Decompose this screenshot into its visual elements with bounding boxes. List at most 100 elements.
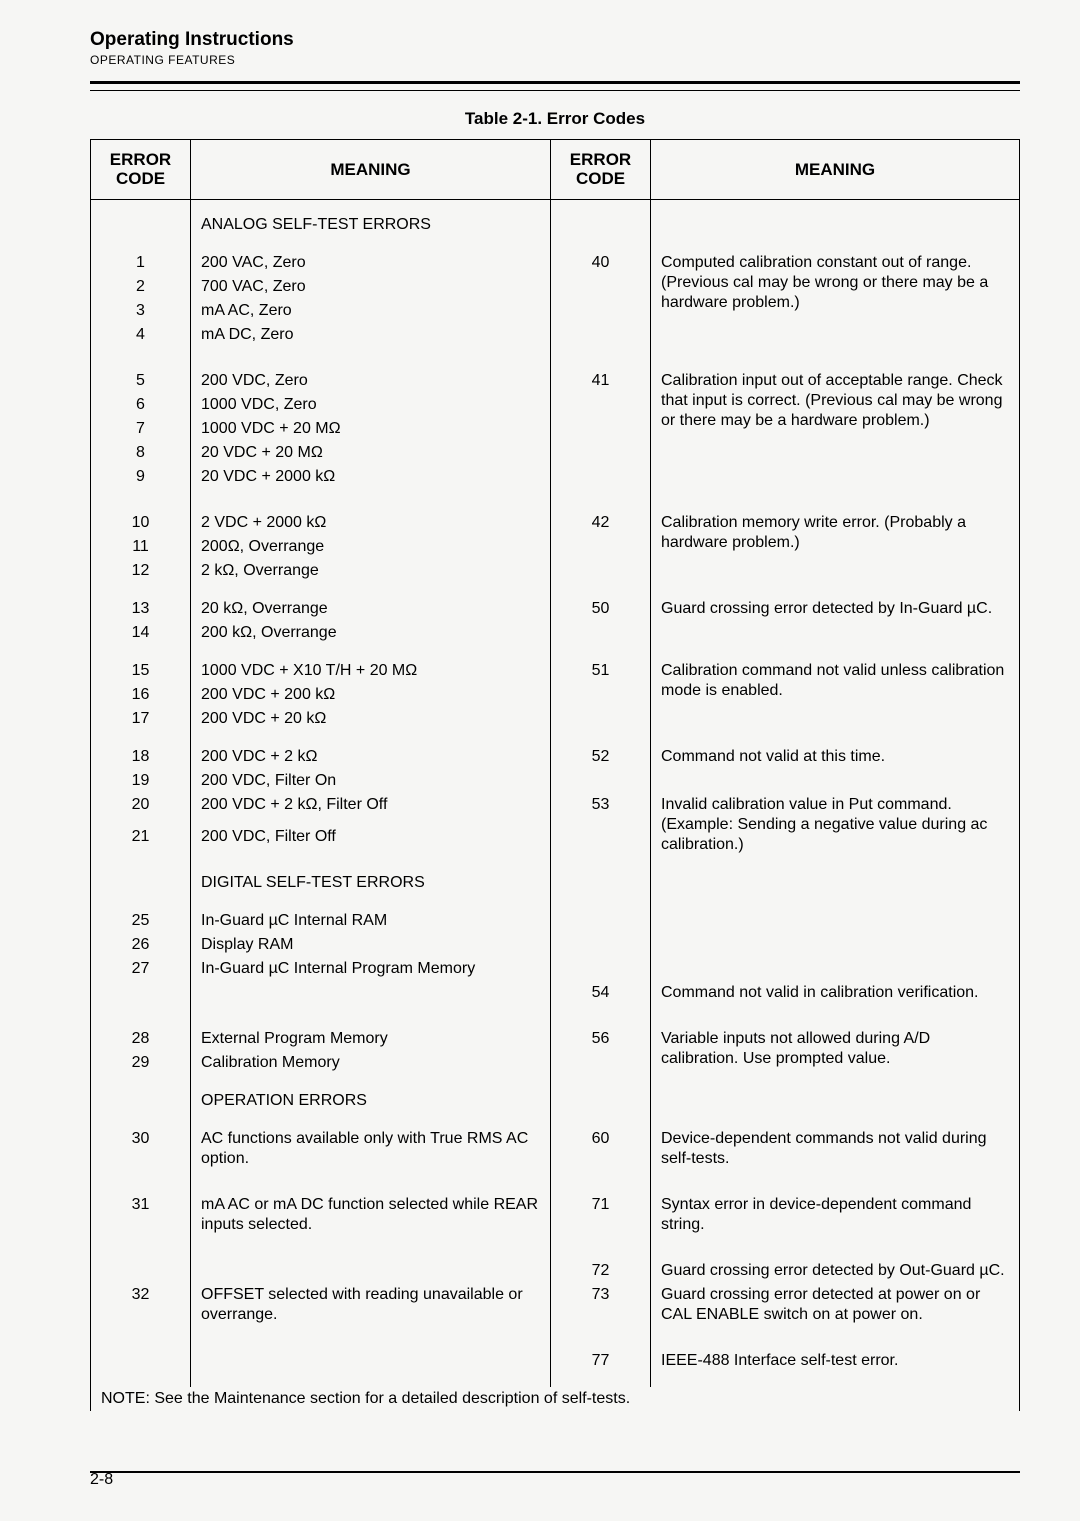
meaning-cell: Display RAM bbox=[191, 933, 551, 957]
code-cell: 25 bbox=[91, 909, 191, 933]
section-operation: OPERATION ERRORS bbox=[91, 1089, 1020, 1113]
code-cell: 40 bbox=[551, 251, 651, 347]
table-row: 10 2 VDC + 2000 kΩ 42 Calibration memory… bbox=[91, 511, 1020, 535]
page-number: 2-8 bbox=[90, 1471, 113, 1489]
code-cell: 10 bbox=[91, 511, 191, 535]
page: Operating Instructions OPERATING FEATURE… bbox=[0, 0, 1080, 1521]
meaning-cell: 200 VDC, Zero bbox=[191, 369, 551, 393]
section-analog: ANALOG SELF-TEST ERRORS bbox=[91, 213, 1020, 237]
code-cell: 9 bbox=[91, 465, 191, 489]
table-row: 72 Guard crossing error detected by Out-… bbox=[91, 1259, 1020, 1283]
meaning-cell: 200 VDC, Filter Off bbox=[191, 825, 551, 857]
section-header: ANALOG SELF-TEST ERRORS bbox=[191, 213, 551, 237]
th-text: ERROR CODE bbox=[110, 150, 171, 189]
table-row: 32 OFFSET selected with reading unavaila… bbox=[91, 1283, 1020, 1327]
code-cell: 8 bbox=[91, 441, 191, 465]
code-cell: 4 bbox=[91, 323, 191, 347]
error-codes-table: ERROR CODE MEANING ERROR CODE MEANING AN… bbox=[90, 139, 1020, 1412]
meaning-cell: mA DC, Zero bbox=[191, 323, 551, 347]
table-header-row: ERROR CODE MEANING ERROR CODE MEANING bbox=[91, 139, 1020, 199]
meaning-cell: Syntax error in device-dependent command… bbox=[651, 1193, 1020, 1237]
meaning-cell: 200 VDC + 20 kΩ bbox=[191, 707, 551, 731]
code-cell: 19 bbox=[91, 769, 191, 793]
meaning-cell: mA AC, Zero bbox=[191, 299, 551, 323]
meaning-cell: Calibration input out of acceptable rang… bbox=[651, 369, 1020, 489]
meaning-cell: 200 VDC + 2 kΩ, Filter Off bbox=[191, 793, 551, 825]
col-error-code-1: ERROR CODE bbox=[91, 139, 191, 199]
code-cell: 12 bbox=[91, 559, 191, 583]
code-cell: 13 bbox=[91, 597, 191, 621]
meaning-cell: 200 VDC + 200 kΩ bbox=[191, 683, 551, 707]
rule-top-1 bbox=[90, 81, 1020, 84]
code-cell: 54 bbox=[551, 981, 651, 1005]
meaning-cell: 200Ω, Overrange bbox=[191, 535, 551, 559]
code-cell: 18 bbox=[91, 745, 191, 769]
meaning-cell: Calibration Memory bbox=[191, 1051, 551, 1075]
code-cell: 52 bbox=[551, 745, 651, 793]
code-cell: 77 bbox=[551, 1349, 651, 1373]
meaning-cell: Guard crossing error detected by Out-Gua… bbox=[651, 1259, 1020, 1283]
table-row: 30 AC functions available only with True… bbox=[91, 1127, 1020, 1171]
table-caption: Table 2-1. Error Codes bbox=[90, 109, 1020, 129]
section-digital: DIGITAL SELF-TEST ERRORS bbox=[91, 871, 1020, 895]
code-cell: 2 bbox=[91, 275, 191, 299]
table-row: 31 mA AC or mA DC function selected whil… bbox=[91, 1193, 1020, 1237]
meaning-cell: 1000 VDC + X10 T/H + 20 MΩ bbox=[191, 659, 551, 683]
meaning-cell: 20 VDC + 2000 kΩ bbox=[191, 465, 551, 489]
code-cell: 28 bbox=[91, 1027, 191, 1051]
note-text: NOTE: See the Maintenance section for a … bbox=[91, 1387, 1020, 1411]
code-cell: 53 bbox=[551, 793, 651, 857]
note-row: NOTE: See the Maintenance section for a … bbox=[91, 1387, 1020, 1411]
rule-bottom bbox=[90, 1471, 1020, 1473]
meaning-cell: Guard crossing error detected at power o… bbox=[651, 1283, 1020, 1327]
meaning-cell: 700 VAC, Zero bbox=[191, 275, 551, 299]
code-cell: 51 bbox=[551, 659, 651, 731]
table-row: 77 IEEE-488 Interface self-test error. bbox=[91, 1349, 1020, 1373]
table-row: 54 Command not valid in calibration veri… bbox=[91, 981, 1020, 1005]
code-cell: 56 bbox=[551, 1027, 651, 1075]
code-cell: 16 bbox=[91, 683, 191, 707]
code-cell: 11 bbox=[91, 535, 191, 559]
code-cell: 17 bbox=[91, 707, 191, 731]
meaning-cell: Device-dependent commands not valid duri… bbox=[651, 1127, 1020, 1171]
code-cell: 1 bbox=[91, 251, 191, 275]
code-cell: 27 bbox=[91, 957, 191, 981]
meaning-cell: 200 VDC, Filter On bbox=[191, 769, 551, 793]
meaning-cell: External Program Memory bbox=[191, 1027, 551, 1051]
code-cell: 5 bbox=[91, 369, 191, 393]
meaning-cell: Command not valid in calibration verific… bbox=[651, 981, 1020, 1005]
meaning-cell: Calibration command not valid unless cal… bbox=[651, 659, 1020, 731]
code-cell: 6 bbox=[91, 393, 191, 417]
meaning-cell: 2 kΩ, Overrange bbox=[191, 559, 551, 583]
meaning-cell: AC functions available only with True RM… bbox=[191, 1127, 551, 1171]
code-cell: 21 bbox=[91, 825, 191, 857]
meaning-cell: 200 VDC + 2 kΩ bbox=[191, 745, 551, 769]
code-cell: 32 bbox=[91, 1283, 191, 1327]
code-cell: 42 bbox=[551, 511, 651, 583]
code-cell: 73 bbox=[551, 1283, 651, 1327]
code-cell: 20 bbox=[91, 793, 191, 825]
col-meaning-1: MEANING bbox=[191, 139, 551, 199]
meaning-cell: 1000 VDC + 20 MΩ bbox=[191, 417, 551, 441]
table-row: 18 200 VDC + 2 kΩ 52 Command not valid a… bbox=[91, 745, 1020, 769]
meaning-cell: Variable inputs not allowed during A/D c… bbox=[651, 1027, 1020, 1075]
code-cell: 41 bbox=[551, 369, 651, 489]
meaning-cell: mA AC or mA DC function selected while R… bbox=[191, 1193, 551, 1237]
code-cell: 3 bbox=[91, 299, 191, 323]
col-meaning-2: MEANING bbox=[651, 139, 1020, 199]
table-row: 1 200 VAC, Zero 40 Computed calibration … bbox=[91, 251, 1020, 275]
code-cell: 7 bbox=[91, 417, 191, 441]
table-row: 13 20 kΩ, Overrange 50 Guard crossing er… bbox=[91, 597, 1020, 621]
th-text: MEANING bbox=[795, 160, 875, 179]
meaning-cell: Guard crossing error detected by In-Guar… bbox=[651, 597, 1020, 645]
section-header: OPERATION ERRORS bbox=[191, 1089, 551, 1113]
doc-title: Operating Instructions bbox=[90, 30, 1020, 51]
table-row: 28 External Program Memory 56 Variable i… bbox=[91, 1027, 1020, 1051]
meaning-cell: Computed calibration constant out of ran… bbox=[651, 251, 1020, 347]
meaning-cell: 200 VAC, Zero bbox=[191, 251, 551, 275]
table-row: 5 200 VDC, Zero 41 Calibration input out… bbox=[91, 369, 1020, 393]
meaning-cell: IEEE-488 Interface self-test error. bbox=[651, 1349, 1020, 1373]
meaning-cell: Invalid calibration value in Put command… bbox=[651, 793, 1020, 857]
code-cell: 29 bbox=[91, 1051, 191, 1075]
code-cell: 15 bbox=[91, 659, 191, 683]
